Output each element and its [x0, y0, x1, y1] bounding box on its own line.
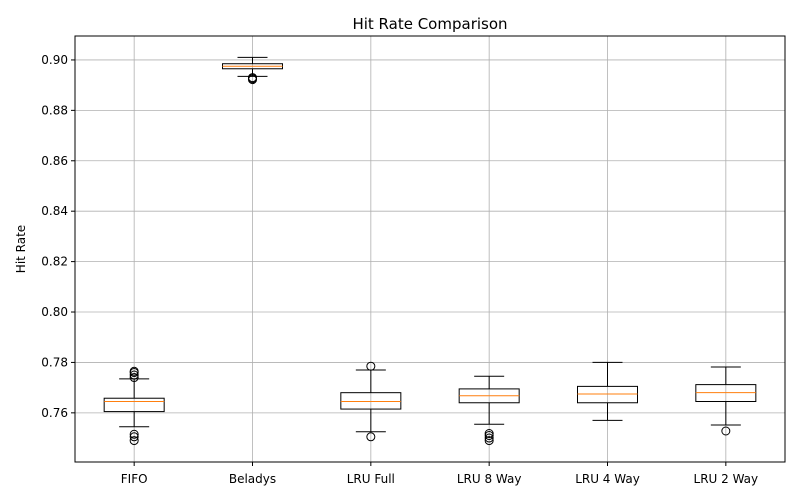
box-lru-8-way	[458, 375, 520, 446]
box-lru-2-way	[695, 366, 757, 436]
iqr-box	[340, 392, 402, 410]
outlier-point	[129, 370, 139, 380]
outlier-point	[484, 433, 494, 443]
outlier-point	[366, 361, 376, 371]
y-tick-label: 0.82	[41, 255, 68, 269]
outlier-point	[129, 436, 139, 446]
outlier-point	[721, 426, 731, 436]
box-lru-full	[340, 361, 402, 442]
y-tick-label: 0.84	[41, 204, 68, 218]
outlier-point	[248, 73, 257, 83]
outlier-point	[129, 366, 139, 376]
y-tick-label: 0.88	[41, 103, 68, 117]
box-lru-4-way	[577, 361, 638, 421]
outlier-point	[366, 432, 376, 442]
y-tick-label: 0.78	[41, 355, 68, 369]
chart-title: Hit Rate Comparison	[352, 15, 507, 33]
outlier-point	[129, 429, 139, 439]
y-tick-label: 0.86	[41, 154, 68, 168]
box-beladys	[222, 56, 283, 85]
y-tick-label: 0.76	[41, 406, 68, 420]
y-tick-label: 0.90	[41, 53, 68, 67]
iqr-box	[577, 385, 638, 404]
y-tick-label: 0.80	[41, 305, 68, 319]
box-layer	[103, 56, 757, 446]
outlier-point	[484, 429, 494, 439]
outlier-point	[129, 373, 139, 383]
y-axis-label: Hit Rate	[14, 225, 28, 273]
outlier-point	[484, 436, 494, 446]
box-fifo	[103, 366, 165, 446]
x-tick-label: LRU 8 Way	[457, 472, 522, 486]
x-tick-label: LRU 4 Way	[575, 472, 640, 486]
plot-frame	[74, 35, 786, 463]
iqr-box	[103, 397, 165, 413]
tick-layer: 0.76 0.78 0.80 0.82 0.84 0.86 0.88 0.90 FIFO Bela…	[41, 53, 758, 486]
x-tick-label: Beladys	[229, 472, 276, 486]
grid-layer	[75, 36, 785, 462]
x-tick-label: FIFO	[121, 472, 148, 486]
outlier-point	[129, 432, 139, 442]
x-tick-label: LRU Full	[347, 472, 395, 486]
x-tick-label: LRU 2 Way	[694, 472, 759, 486]
